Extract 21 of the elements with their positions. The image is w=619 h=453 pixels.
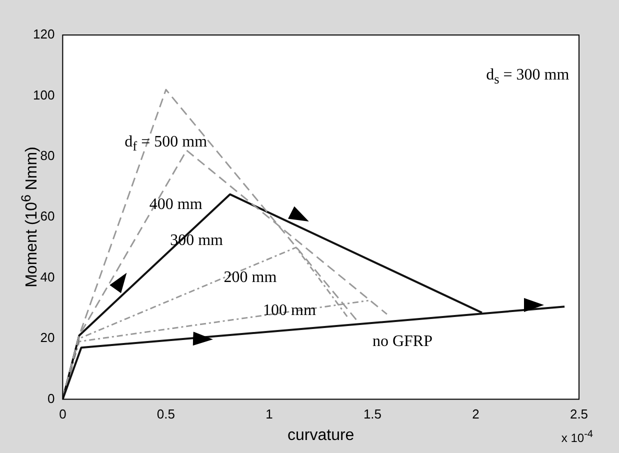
y-tick-label: 0	[47, 390, 55, 406]
y-tick-label: 20	[40, 330, 55, 346]
annotation: 100 mm	[263, 302, 316, 320]
text: x 10$^{-4}$	[561, 429, 593, 446]
annotation: 200 mm	[224, 268, 277, 287]
x-tick-label: 2	[472, 406, 480, 422]
x-tick-label: 1	[266, 406, 273, 422]
x-axis-title: curvature	[287, 426, 354, 444]
y-tick-label: 120	[32, 26, 55, 42]
annotation: 400 mm	[149, 196, 202, 214]
y-tick-label: 80	[40, 148, 55, 163]
annotation: d$_{s}$ = 300 mm	[486, 66, 570, 88]
annotation: no GFRP	[372, 332, 432, 351]
y-tick-label: 100	[32, 87, 55, 102]
x-tick-label: 0.5	[156, 406, 175, 422]
x-tick-label: 0	[59, 406, 66, 422]
x-tick-label: 2.5	[570, 406, 588, 422]
y-tick-label: 60	[40, 208, 55, 224]
y-tick-label: 40	[40, 269, 55, 284]
annotation: d$_{f}$ = 500 mm	[124, 134, 208, 155]
x-tick-label: 1.5	[363, 406, 382, 422]
